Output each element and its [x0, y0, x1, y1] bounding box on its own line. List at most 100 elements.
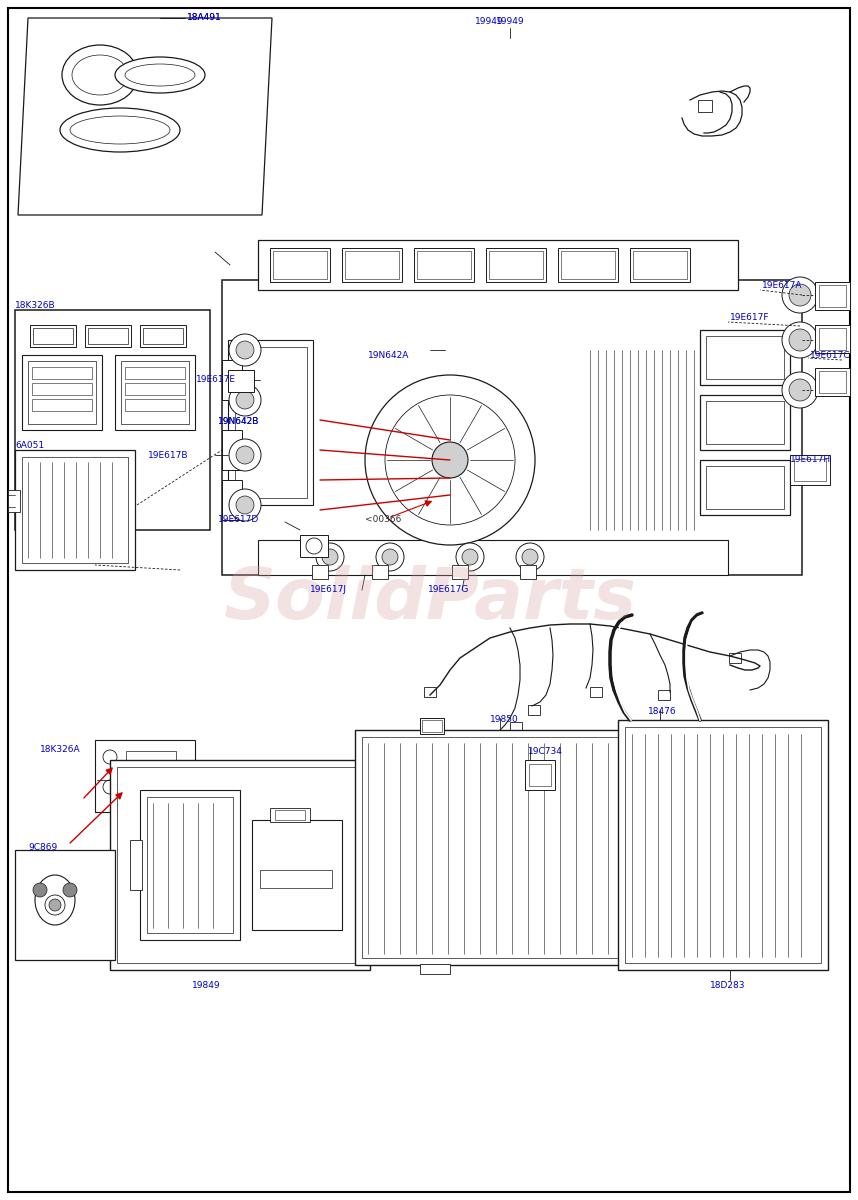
Circle shape [229, 490, 261, 521]
Bar [273, 251, 327, 278]
Bar [706, 336, 784, 379]
Text: 19C734: 19C734 [528, 748, 563, 756]
Bar [228, 340, 313, 505]
Bar [32, 398, 92, 410]
Text: 19949: 19949 [475, 18, 504, 26]
Bar [658, 690, 670, 700]
Circle shape [103, 780, 117, 794]
Text: 19E617B: 19E617B [148, 450, 189, 460]
Ellipse shape [60, 108, 180, 152]
Bar [525, 760, 555, 790]
Circle shape [229, 439, 261, 470]
Bar [228, 370, 254, 392]
Text: 18D283: 18D283 [710, 980, 746, 990]
Bar [140, 325, 186, 347]
Bar [815, 282, 850, 310]
Bar [140, 790, 240, 940]
Bar [700, 395, 790, 450]
Bar [362, 737, 638, 958]
Text: 18K326A: 18K326A [40, 745, 81, 755]
Bar [130, 840, 142, 890]
Ellipse shape [455, 342, 481, 374]
Text: 18476: 18476 [648, 708, 677, 716]
Bar [258, 240, 738, 290]
Text: 19E617G: 19E617G [428, 586, 469, 594]
Text: 6A051: 6A051 [15, 440, 44, 450]
Bar [125, 383, 185, 395]
Bar [355, 730, 645, 965]
Bar [126, 751, 176, 763]
Bar [147, 797, 233, 934]
Ellipse shape [62, 44, 138, 104]
Bar [819, 328, 846, 350]
Text: 19949: 19949 [496, 18, 524, 26]
Bar [125, 367, 185, 379]
Text: <00366: <00366 [365, 516, 402, 524]
Bar [794, 458, 826, 481]
Bar [561, 251, 615, 278]
Circle shape [63, 883, 77, 898]
Circle shape [382, 550, 398, 565]
Circle shape [789, 329, 811, 350]
Bar [30, 325, 76, 347]
Bar [275, 810, 305, 820]
Circle shape [306, 538, 322, 554]
Circle shape [782, 372, 818, 408]
Bar [700, 460, 790, 515]
Text: 19E617A: 19E617A [762, 281, 802, 289]
Circle shape [376, 542, 404, 571]
Bar [126, 790, 176, 802]
Bar [424, 686, 436, 697]
Text: 19E617J: 19E617J [310, 586, 347, 594]
Bar [372, 565, 388, 578]
Bar [815, 325, 850, 353]
Text: 19E617D: 19E617D [218, 516, 259, 524]
Ellipse shape [35, 875, 75, 925]
Text: SolidParts: SolidParts [223, 565, 637, 635]
Polygon shape [18, 18, 272, 215]
Bar [110, 760, 370, 970]
Text: 19E617F: 19E617F [730, 313, 770, 323]
Bar [88, 328, 128, 344]
Bar [312, 565, 328, 578]
Bar [510, 722, 522, 732]
Circle shape [229, 334, 261, 366]
Bar [222, 280, 802, 575]
Bar [819, 284, 846, 307]
Bar [558, 248, 618, 282]
Bar [85, 325, 131, 347]
Bar [143, 328, 183, 344]
Bar [117, 767, 363, 962]
Bar [729, 653, 741, 662]
Bar [95, 740, 195, 812]
Bar [300, 535, 328, 557]
Bar [489, 251, 543, 278]
Bar [22, 457, 128, 563]
Circle shape [322, 550, 338, 565]
Bar [414, 248, 474, 282]
Text: 19E617H: 19E617H [790, 456, 831, 464]
Bar [790, 455, 830, 485]
Bar [706, 466, 784, 509]
Bar [270, 808, 310, 822]
Bar [417, 251, 471, 278]
Circle shape [432, 442, 468, 478]
Bar [121, 361, 189, 424]
Circle shape [103, 750, 117, 764]
Circle shape [385, 395, 515, 526]
Bar [125, 398, 185, 410]
Bar [28, 361, 96, 424]
Bar [15, 450, 135, 570]
Circle shape [236, 391, 254, 409]
Ellipse shape [115, 56, 205, 92]
Bar [33, 328, 73, 344]
Text: 18A491: 18A491 [187, 13, 221, 23]
Ellipse shape [446, 332, 490, 384]
Bar [486, 248, 546, 282]
Bar [15, 850, 115, 960]
Ellipse shape [260, 400, 304, 450]
Bar [422, 720, 442, 732]
Bar [528, 704, 540, 715]
Circle shape [49, 899, 61, 911]
Circle shape [516, 542, 544, 571]
